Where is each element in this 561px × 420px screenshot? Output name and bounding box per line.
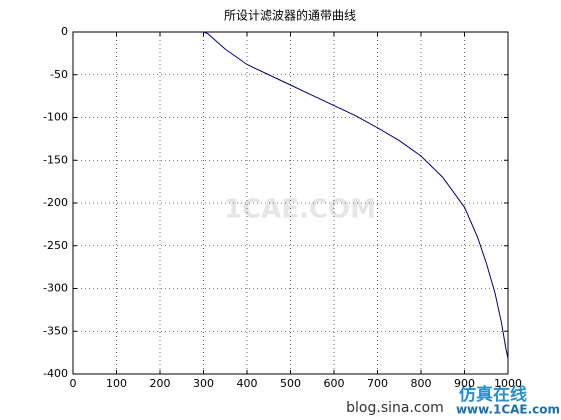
- x-tick-label: 300: [193, 377, 214, 390]
- y-tick-label: -150: [43, 153, 68, 166]
- x-tick-label: 900: [454, 377, 475, 390]
- y-tick-label: -50: [50, 68, 68, 81]
- y-tick-label: -200: [43, 196, 68, 209]
- x-tick-label: 200: [150, 377, 171, 390]
- line: [203, 31, 509, 359]
- watermark: 仿真在线: [459, 384, 527, 405]
- x-tick-label: 800: [411, 377, 432, 390]
- x-tick-label: 600: [324, 377, 345, 390]
- watermark: www.1CAE.com: [456, 403, 560, 417]
- watermark: blog.sina.com: [346, 400, 444, 416]
- x-tick-label: 0: [70, 377, 77, 390]
- x-tick-label: 500: [280, 377, 301, 390]
- y-tick-label: -400: [43, 367, 68, 380]
- y-tick-label: -350: [43, 324, 68, 337]
- y-tick-label: -250: [43, 239, 68, 252]
- x-tick-label: 1000: [494, 377, 522, 390]
- y-tick-label: 0: [61, 25, 68, 38]
- x-tick-label: 700: [367, 377, 388, 390]
- x-tick-label: 100: [106, 377, 127, 390]
- x-tick-label: 400: [237, 377, 258, 390]
- watermark: 1CAE.COM: [224, 195, 376, 225]
- y-tick-label: -300: [43, 282, 68, 295]
- chart-title: 所设计滤波器的通带曲线: [224, 8, 356, 23]
- axes-box: [72, 31, 509, 375]
- y-tick-label: -100: [43, 111, 68, 124]
